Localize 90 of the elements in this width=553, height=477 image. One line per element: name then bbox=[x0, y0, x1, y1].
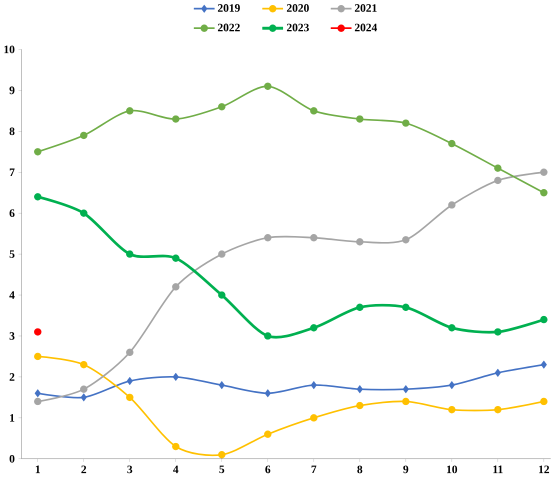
point bbox=[448, 201, 456, 209]
point bbox=[80, 210, 88, 217]
point bbox=[34, 389, 41, 398]
point bbox=[310, 324, 318, 332]
point bbox=[448, 324, 456, 332]
point bbox=[34, 328, 42, 336]
y-tick-label: 0 bbox=[10, 455, 14, 463]
point bbox=[264, 389, 271, 398]
point bbox=[310, 381, 317, 390]
legend-label: 2024 bbox=[354, 24, 378, 32]
point bbox=[494, 164, 502, 172]
point bbox=[494, 368, 501, 377]
legend-label: 2023 bbox=[286, 24, 309, 32]
x-tick-label: 2 bbox=[81, 466, 86, 474]
point bbox=[356, 304, 364, 312]
point bbox=[80, 132, 88, 140]
point bbox=[540, 168, 548, 176]
point bbox=[356, 385, 363, 394]
point bbox=[264, 430, 272, 438]
point bbox=[448, 381, 455, 390]
point bbox=[448, 140, 456, 148]
y-tick-label: 3 bbox=[10, 332, 14, 340]
point bbox=[34, 398, 42, 406]
point bbox=[356, 402, 364, 410]
point bbox=[34, 148, 42, 156]
point bbox=[172, 115, 180, 123]
x-tick-label: 1 bbox=[36, 466, 40, 474]
x-tick-label: 11 bbox=[493, 466, 503, 474]
x-tick-label: 10 bbox=[447, 466, 458, 474]
point bbox=[402, 120, 410, 127]
x-tick-label: 4 bbox=[173, 466, 178, 474]
point bbox=[402, 304, 410, 312]
legend-label: 2020 bbox=[286, 4, 309, 12]
x-tick-label: 3 bbox=[127, 466, 132, 474]
point bbox=[264, 82, 272, 90]
x-tick-label: 8 bbox=[357, 466, 362, 474]
point bbox=[448, 406, 456, 414]
point bbox=[126, 377, 133, 386]
point bbox=[172, 283, 180, 291]
y-tick-label: 2 bbox=[10, 373, 14, 381]
legend-label: 2019 bbox=[218, 4, 240, 12]
point bbox=[126, 348, 134, 356]
point bbox=[540, 189, 548, 197]
point bbox=[218, 381, 225, 390]
point bbox=[264, 332, 272, 340]
point bbox=[126, 250, 134, 258]
point bbox=[494, 328, 502, 336]
point bbox=[218, 103, 226, 111]
point bbox=[402, 398, 410, 406]
point bbox=[172, 254, 180, 262]
x-tick-label: 5 bbox=[219, 466, 224, 474]
y-tick-label: 6 bbox=[10, 209, 15, 218]
point bbox=[540, 360, 547, 369]
y-tick-label: 10 bbox=[4, 46, 14, 54]
point bbox=[172, 442, 180, 450]
y-tick-label: 5 bbox=[10, 250, 14, 258]
point bbox=[172, 373, 179, 382]
point bbox=[310, 414, 318, 422]
point bbox=[34, 193, 42, 201]
point bbox=[126, 394, 134, 402]
point bbox=[540, 398, 548, 406]
point bbox=[34, 352, 42, 360]
y-tick-label: 9 bbox=[9, 86, 14, 94]
point bbox=[310, 107, 318, 115]
x-tick-label: 7 bbox=[312, 466, 316, 474]
y-tick-label: 4 bbox=[9, 291, 15, 299]
point bbox=[80, 386, 88, 394]
point bbox=[494, 406, 502, 414]
point bbox=[218, 451, 226, 459]
point bbox=[126, 107, 134, 115]
y-tick-label: 8 bbox=[10, 128, 14, 136]
y-tick-label: 1 bbox=[10, 414, 14, 422]
point bbox=[494, 176, 502, 184]
point bbox=[310, 234, 318, 242]
x-tick-label: 9 bbox=[403, 466, 408, 474]
point bbox=[402, 385, 409, 394]
legend-label: 2021 bbox=[354, 4, 377, 12]
y-tick-label: 7 bbox=[10, 168, 15, 176]
point bbox=[402, 236, 410, 244]
point bbox=[540, 316, 548, 324]
point bbox=[356, 115, 364, 123]
point bbox=[356, 238, 364, 246]
point bbox=[264, 234, 272, 242]
point bbox=[218, 250, 226, 258]
point bbox=[80, 361, 88, 368]
x-tick-label: 6 bbox=[265, 466, 270, 474]
legend-label: 2022 bbox=[218, 24, 240, 32]
x-tick-label: 12 bbox=[539, 466, 550, 474]
point bbox=[218, 292, 226, 299]
point bbox=[80, 394, 87, 402]
